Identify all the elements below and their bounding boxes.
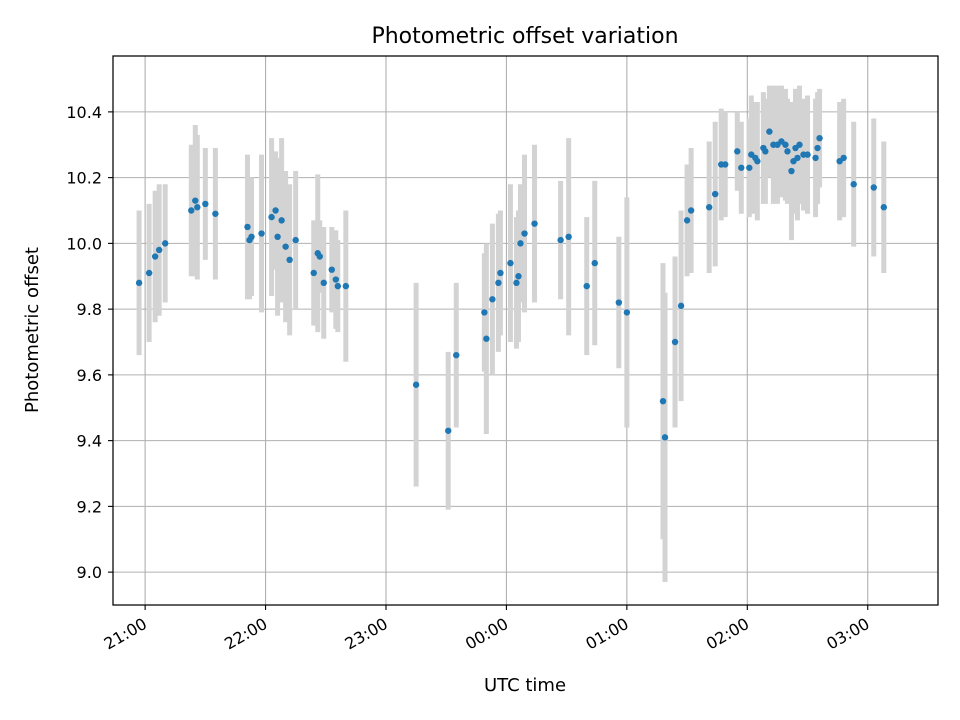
data-point (615, 299, 623, 306)
data-point (320, 279, 327, 287)
data-point (583, 282, 590, 290)
data-point (282, 243, 289, 250)
data-point (483, 335, 490, 342)
data-point (671, 338, 679, 346)
data-point (804, 151, 811, 158)
data-point (746, 164, 753, 171)
data-point (188, 207, 195, 214)
data-point (565, 233, 572, 241)
data-point (796, 141, 803, 148)
data-point (286, 256, 293, 264)
data-point (495, 279, 502, 287)
data-point (591, 259, 598, 267)
data-point (766, 128, 773, 135)
data-point (332, 276, 340, 283)
data-point (192, 197, 199, 204)
data-point (814, 144, 821, 152)
data-point (515, 273, 522, 280)
data-point (623, 309, 631, 316)
data-point (513, 279, 520, 287)
y-tick-label: 9.6 (77, 366, 102, 385)
data-point (711, 190, 719, 198)
data-point (155, 246, 163, 254)
data-point (816, 134, 823, 142)
y-axis-title: Photometric offset (22, 247, 43, 413)
data-point (683, 217, 691, 224)
data-point (212, 210, 219, 217)
data-point (880, 204, 888, 211)
data-point (517, 240, 524, 247)
data-point (661, 434, 669, 441)
data-point (151, 253, 159, 260)
data-point (812, 154, 819, 162)
y-tick-label: 10.2 (66, 169, 102, 188)
y-tick-label: 10.0 (66, 234, 102, 253)
x-axis-title: UTC time (484, 675, 566, 696)
y-tick-label: 9.0 (77, 563, 102, 582)
data-point (274, 233, 281, 241)
data-point (161, 240, 169, 247)
chart-title: Photometric offset variation (371, 24, 678, 49)
data-point (531, 220, 538, 227)
data-point (328, 266, 335, 273)
data-point (762, 148, 769, 155)
data-point (412, 381, 420, 388)
data-point (557, 236, 564, 244)
y-tick-label: 9.8 (77, 300, 102, 319)
data-point (497, 269, 504, 277)
y-tick-label: 9.2 (77, 497, 102, 516)
data-point (850, 181, 857, 188)
data-point (754, 157, 761, 165)
data-point (310, 269, 317, 277)
data-point (316, 253, 323, 260)
data-point (840, 154, 847, 162)
data-point (202, 200, 209, 208)
data-point (453, 351, 460, 359)
data-point (342, 282, 350, 290)
data-points (135, 128, 888, 441)
plot-frame (112, 55, 939, 606)
data-point (705, 204, 713, 211)
data-point (659, 397, 667, 405)
data-point (481, 309, 488, 316)
y-tick-label: 9.4 (77, 432, 102, 451)
data-point (145, 269, 153, 277)
data-point (507, 259, 514, 267)
data-point (788, 167, 795, 175)
y-axis-ticks: 9.0 9.2 9.4 9.6 9.8 10.0 10.2 10.4 (66, 103, 113, 582)
data-point (794, 154, 801, 162)
data-point (334, 282, 342, 290)
data-point (445, 427, 452, 434)
data-point (521, 230, 528, 237)
data-point (135, 279, 143, 287)
y-tick-label: 10.4 (66, 103, 102, 122)
data-point (268, 213, 275, 221)
data-point (292, 236, 299, 244)
data-point (784, 148, 791, 155)
data-point (734, 148, 741, 155)
data-point (722, 161, 729, 168)
data-point (248, 233, 255, 241)
data-point (244, 223, 251, 231)
data-point (782, 141, 789, 148)
data-point (272, 207, 279, 214)
data-point (870, 184, 877, 191)
data-point (258, 230, 265, 237)
data-point (687, 207, 695, 214)
data-point (489, 296, 496, 303)
data-point (738, 164, 745, 171)
data-point (278, 217, 285, 224)
data-point (194, 204, 201, 211)
data-point (677, 302, 685, 310)
